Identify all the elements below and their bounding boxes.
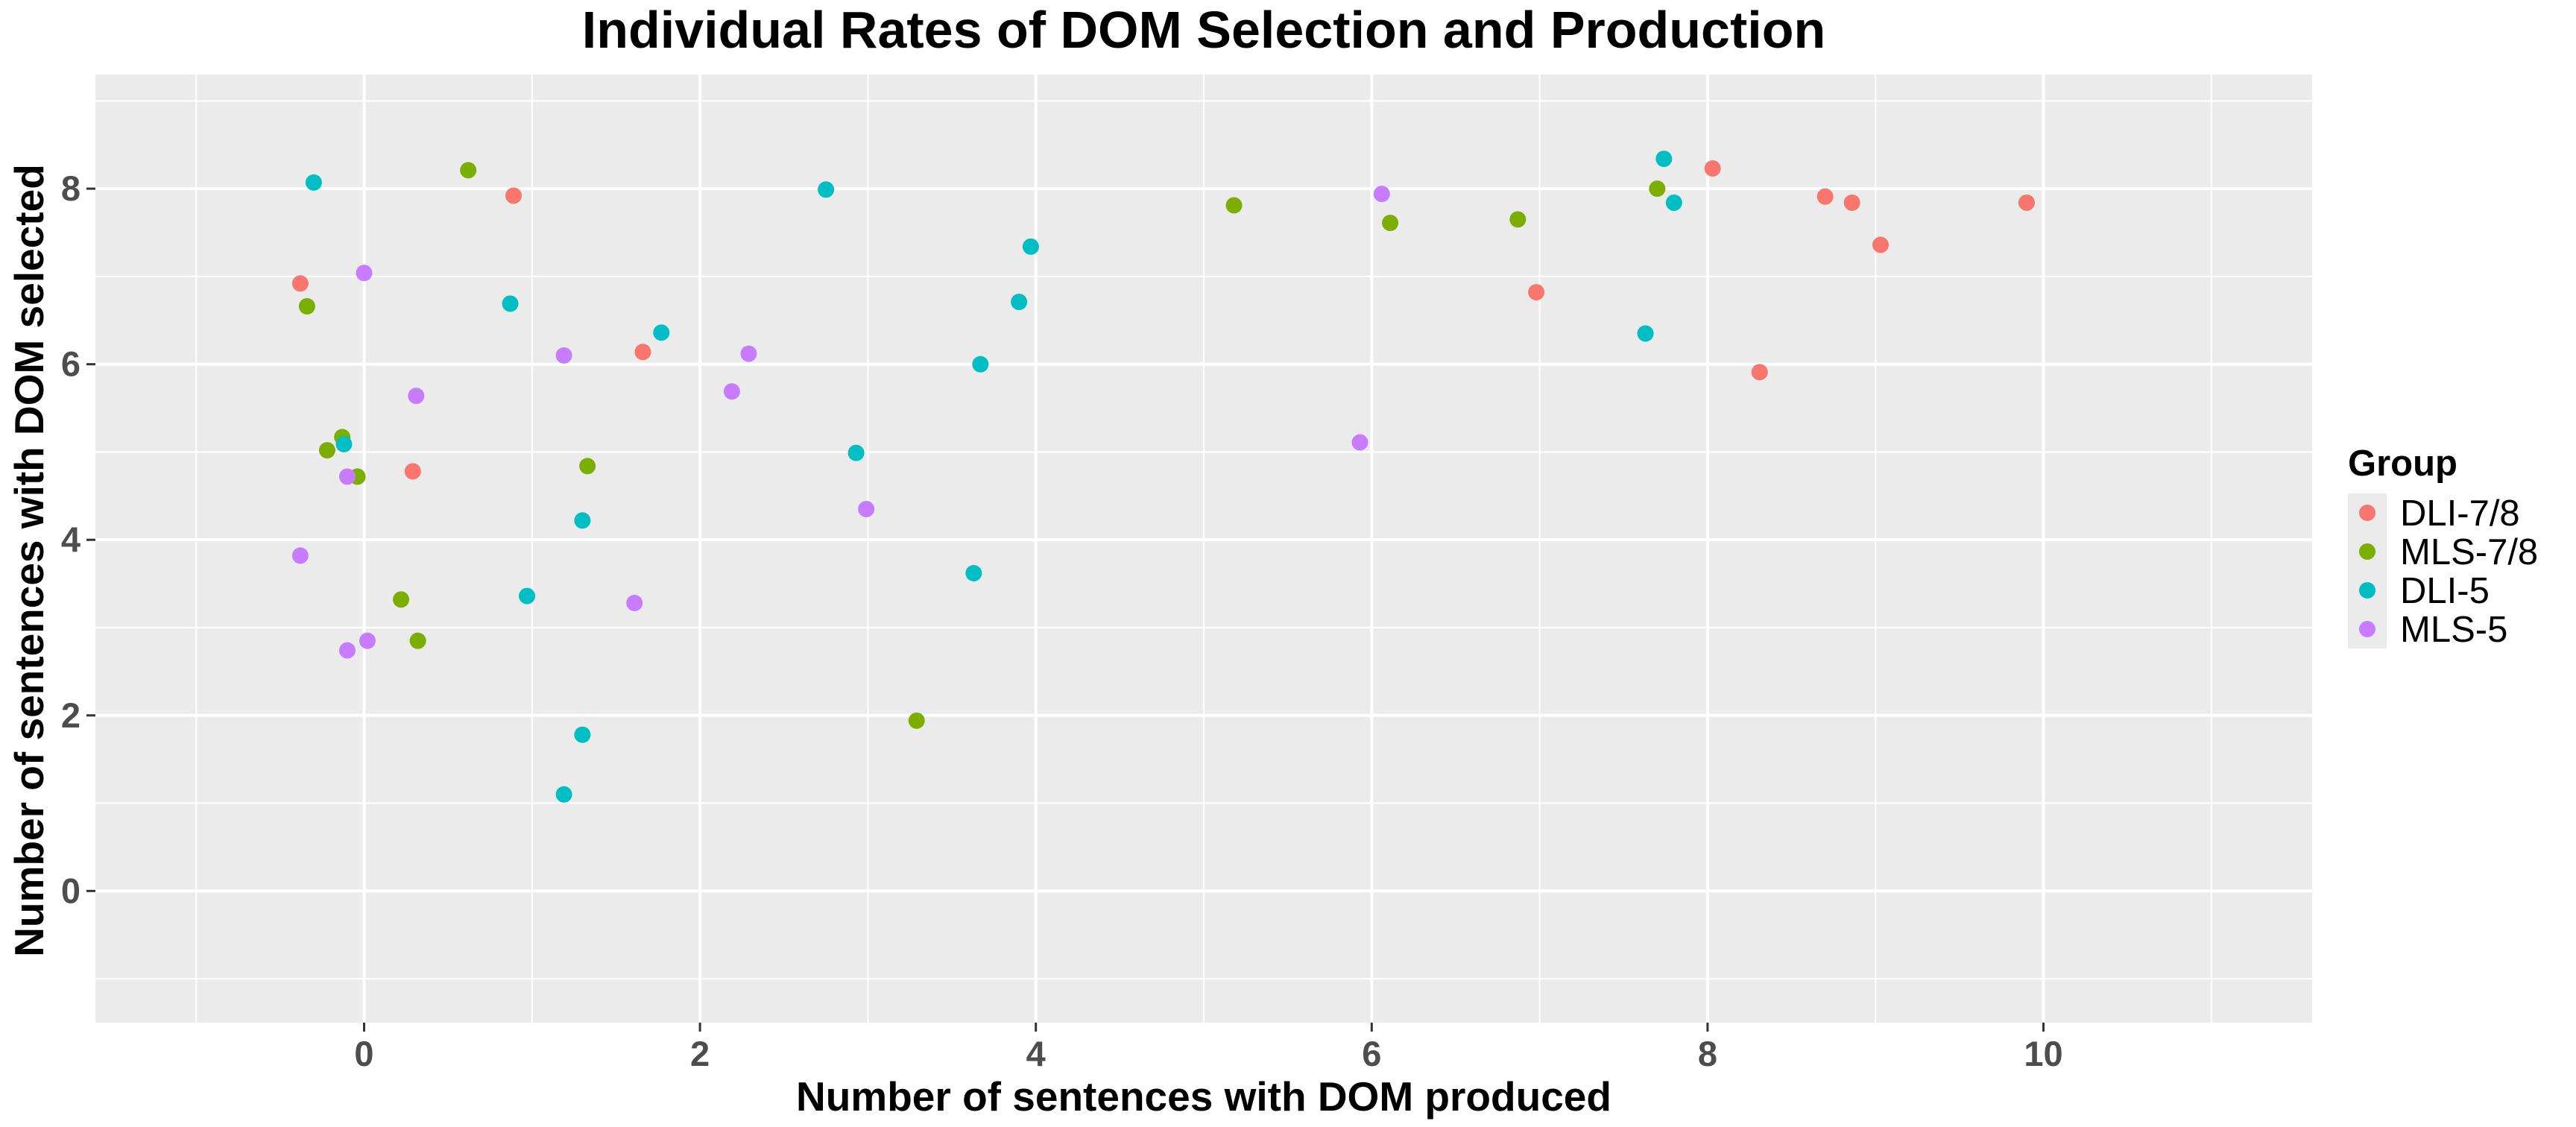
legend-label-dli-7-8: DLI-7/8: [2400, 493, 2520, 534]
data-points: [291, 151, 2035, 803]
x-tick-label: 0: [354, 1034, 373, 1073]
data-point-mls-5: [338, 468, 356, 485]
legend-title: Group: [2348, 443, 2457, 484]
x-tick-labels: 0 2 4 6 8 10: [354, 1034, 2062, 1073]
legend-marker-dli-5: [2359, 582, 2375, 599]
data-point-dli-5: [574, 512, 591, 529]
x-tick-label: 2: [690, 1034, 710, 1073]
data-point-mls-7-8: [1382, 215, 1399, 232]
data-point-dli-7-8: [1843, 194, 1860, 211]
data-point-mls-7-8: [1225, 197, 1243, 214]
data-point-mls-5: [356, 265, 373, 282]
y-tick-label: 8: [61, 168, 80, 208]
legend-marker-dli-7-8: [2359, 505, 2375, 521]
data-point-dli-7-8: [2018, 194, 2035, 211]
data-point-dli-7-8: [1816, 188, 1834, 205]
data-point-mls-7-8: [298, 297, 315, 315]
data-point-mls-5: [1373, 186, 1390, 203]
x-tick-label: 8: [1698, 1034, 1717, 1073]
data-point-dli-5: [1665, 194, 1682, 211]
y-axis-title: Number of sentences with DOM selected: [6, 164, 52, 957]
legend-label-mls-7-8: MLS-7/8: [2400, 532, 2538, 572]
data-point-dli-7-8: [1704, 160, 1721, 177]
data-point-dli-7-8: [1751, 364, 1768, 381]
major-gridlines: [95, 75, 2312, 1023]
data-point-mls-7-8: [409, 632, 426, 649]
data-point-dli-5: [1022, 238, 1039, 255]
y-tick-label: 0: [61, 871, 80, 910]
y-tick-labels: 0 2 4 6 8: [61, 168, 80, 910]
data-point-dli-5: [1637, 325, 1654, 342]
data-point-dli-7-8: [291, 275, 309, 292]
data-point-dli-5: [972, 356, 989, 373]
data-point-dli-5: [519, 587, 536, 604]
data-point-mls-7-8: [393, 591, 410, 608]
data-point-mls-7-8: [908, 712, 925, 729]
data-point-dli-5: [502, 295, 519, 312]
axis-ticks: [86, 187, 2045, 1032]
data-point-dli-5: [335, 435, 353, 452]
data-point-dli-5: [965, 564, 982, 581]
data-point-dli-5: [574, 726, 591, 743]
data-point-mls-5: [1351, 434, 1368, 451]
data-point-mls-5: [338, 642, 356, 659]
x-axis-title: Number of sentences with DOM produced: [796, 1073, 1611, 1120]
data-point-mls-7-8: [460, 162, 477, 179]
minor-gridlines: [95, 75, 2312, 1023]
chart-title: Individual Rates of DOM Selection and Pr…: [582, 1, 1825, 59]
y-tick-label: 4: [61, 520, 80, 559]
data-point-mls-7-8: [579, 458, 596, 475]
data-point-mls-5: [626, 595, 643, 612]
data-point-mls-5: [723, 383, 740, 400]
data-point-dli-5: [1011, 294, 1028, 311]
data-point-mls-7-8: [1509, 211, 1527, 228]
legend-marker-mls-5: [2359, 621, 2375, 637]
x-tick-label: 6: [1362, 1034, 1381, 1073]
data-point-dli-7-8: [505, 187, 523, 204]
y-tick-label: 6: [61, 344, 80, 384]
y-tick-label: 2: [61, 695, 80, 735]
data-point-mls-5: [555, 347, 572, 364]
data-point-dli-7-8: [634, 344, 651, 361]
data-point-dli-5: [653, 324, 670, 341]
data-point-dli-5: [305, 174, 322, 191]
data-point-mls-5: [408, 388, 425, 405]
legend-label-dli-5: DLI-5: [2400, 571, 2490, 611]
data-point-dli-7-8: [1872, 236, 1889, 253]
x-tick-label: 4: [1026, 1034, 1046, 1073]
legend-marker-mls-7-8: [2359, 543, 2375, 560]
x-tick-label: 10: [2024, 1034, 2062, 1073]
data-point-mls-5: [858, 501, 875, 517]
data-point-dli-5: [818, 181, 835, 198]
legend-label-mls-5: MLS-5: [2400, 610, 2507, 650]
data-point-dli-5: [847, 444, 865, 461]
data-point-mls-7-8: [318, 442, 335, 459]
data-point-dli-7-8: [404, 463, 421, 480]
data-point-dli-7-8: [1528, 284, 1545, 301]
data-point-mls-5: [359, 632, 376, 649]
data-point-mls-5: [740, 345, 757, 362]
data-point-mls-5: [291, 547, 309, 564]
data-point-mls-7-8: [1649, 180, 1666, 198]
data-point-dli-5: [555, 786, 572, 803]
data-point-dli-5: [1655, 151, 1673, 168]
